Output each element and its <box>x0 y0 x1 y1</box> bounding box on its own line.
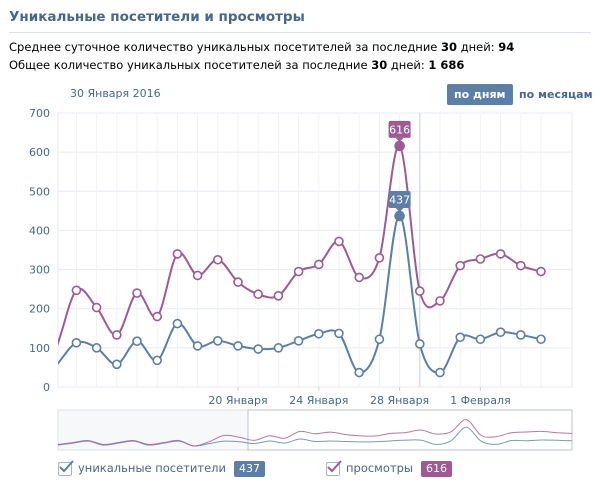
legend-views[interactable]: просмотры 616 <box>326 459 452 477</box>
data-point-visitors <box>112 359 122 370</box>
data-point-views <box>233 277 243 287</box>
data-point-views <box>71 285 82 296</box>
check-icon <box>59 459 74 472</box>
data-point-views <box>273 290 284 301</box>
value-badge-arrow <box>395 207 404 212</box>
value-badge-label: 616 <box>389 123 410 136</box>
y-tick-label: 200 <box>29 303 50 316</box>
hover-date-label: 30 Января 2016 <box>70 87 161 100</box>
avg-daily-visitors-line: Среднее суточное количество уникальных п… <box>9 40 514 54</box>
legend-views-value: 616 <box>420 460 452 477</box>
data-point-visitors <box>233 341 243 351</box>
data-point-visitors <box>293 336 304 346</box>
data-point-visitors <box>334 328 344 339</box>
check-icon <box>327 459 342 472</box>
data-point-views <box>374 253 385 263</box>
data-point-views <box>495 249 506 259</box>
data-point-visitors <box>91 343 102 353</box>
data-point-views <box>394 140 405 152</box>
data-point-views <box>213 254 223 265</box>
data-point-views <box>354 272 365 283</box>
data-point-views <box>172 249 183 259</box>
avg-value: 94 <box>498 40 515 54</box>
data-point-visitors <box>435 367 445 378</box>
data-point-visitors <box>213 336 223 346</box>
value-badge-views: 616 <box>388 120 411 142</box>
total-visitors-line: Общее количество уникальных посетителей … <box>9 58 464 72</box>
legend-visitors[interactable]: уникальные посетители 437 <box>58 459 265 477</box>
data-point-views <box>536 266 546 277</box>
avg-text: Среднее суточное количество уникальных п… <box>9 40 442 54</box>
value-badge-box <box>388 190 411 208</box>
data-point-visitors <box>455 332 466 343</box>
data-point-visitors <box>515 330 526 340</box>
data-point-visitors <box>273 343 284 353</box>
y-tick-label: 300 <box>29 264 50 277</box>
total-mid: дней: <box>387 58 429 72</box>
data-point-visitors <box>192 341 203 351</box>
data-point-views <box>475 254 486 264</box>
total-text: Общее количество уникальных посетителей … <box>9 58 372 72</box>
data-point-views <box>435 296 445 306</box>
avg-mid: дней: <box>457 40 499 54</box>
data-point-visitors <box>313 328 324 339</box>
by-days-toggle[interactable]: по дням <box>447 84 513 105</box>
data-point-views <box>414 286 425 296</box>
data-point-views <box>253 289 264 300</box>
data-point-views <box>192 270 203 281</box>
data-point-views <box>293 266 304 277</box>
value-badge-visitors: 437 <box>388 190 411 212</box>
data-point-views <box>313 259 324 270</box>
legend-visitors-value: 437 <box>233 460 265 477</box>
legend-views-label: просмотры <box>346 461 413 475</box>
data-point-visitors <box>495 327 506 338</box>
data-point-visitors <box>536 334 546 345</box>
x-tick-label: 20 Января <box>208 394 267 407</box>
data-point-visitors <box>414 339 425 349</box>
avg-days: 30 <box>441 40 458 54</box>
data-point-views <box>455 260 466 271</box>
data-point-visitors <box>253 344 264 354</box>
x-tick-label: 1 Февраля <box>450 394 511 407</box>
data-point-visitors <box>152 355 162 366</box>
data-point-visitors <box>71 337 82 348</box>
data-point-views <box>132 288 142 298</box>
x-tick-label: 28 Января <box>370 394 429 407</box>
data-point-visitors <box>172 318 183 329</box>
x-tick-label: 24 Января <box>289 394 348 407</box>
visitors-checkbox[interactable] <box>58 459 74 476</box>
data-point-visitors <box>475 334 486 345</box>
value-badge-label: 437 <box>389 193 410 206</box>
title-divider <box>9 32 591 33</box>
value-badge-box <box>388 120 411 138</box>
y-tick-label: 0 <box>43 381 50 394</box>
plot-area <box>57 112 573 388</box>
data-point-views <box>152 311 162 322</box>
overview-line-visitors <box>57 426 573 447</box>
data-point-views <box>112 330 122 340</box>
total-value: 1 686 <box>428 58 465 72</box>
overview-selection <box>247 409 573 451</box>
y-tick-label: 400 <box>29 224 50 237</box>
data-point-views <box>91 302 102 313</box>
by-months-toggle[interactable]: по месяцам <box>519 88 593 101</box>
data-point-visitors <box>394 210 405 222</box>
views-checkbox[interactable] <box>326 459 342 476</box>
legend-visitors-label: уникальные посетители <box>78 461 226 475</box>
value-badge-arrow <box>395 137 404 142</box>
data-point-visitors <box>132 336 142 347</box>
chart-title: Уникальные посетители и просмотры <box>9 9 305 25</box>
total-days: 30 <box>371 58 388 72</box>
data-point-views <box>515 260 526 271</box>
data-point-views <box>334 236 344 247</box>
overview-line-views <box>57 419 573 447</box>
y-tick-label: 500 <box>29 185 50 198</box>
y-tick-label: 600 <box>29 146 50 159</box>
data-point-visitors <box>354 367 365 378</box>
y-tick-label: 700 <box>29 107 50 120</box>
data-point-visitors <box>374 334 385 345</box>
y-tick-label: 100 <box>29 342 50 355</box>
